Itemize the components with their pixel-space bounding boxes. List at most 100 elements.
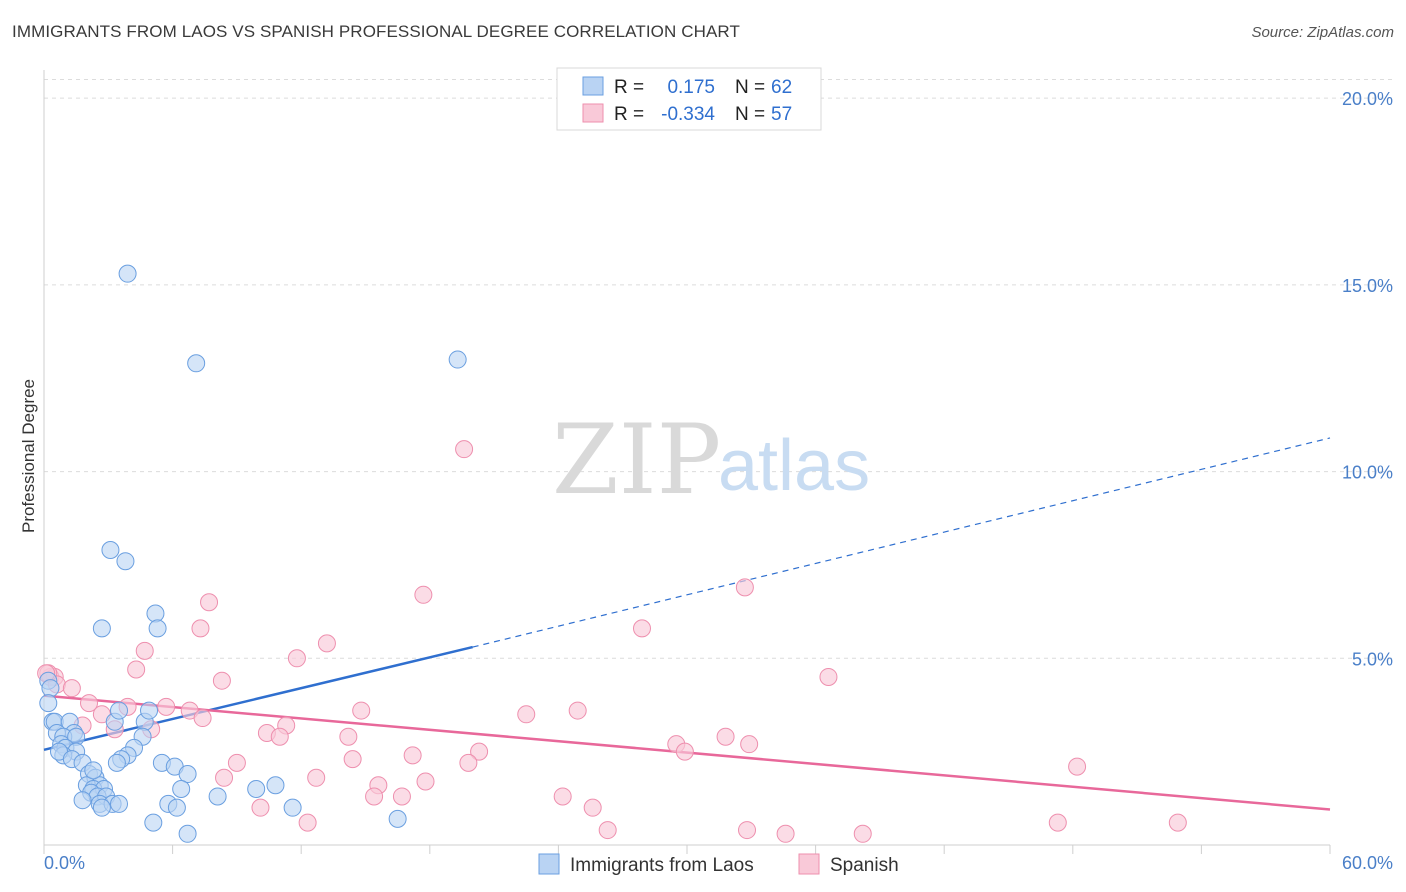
source-label: Source: ZipAtlas.com — [1251, 24, 1394, 41]
bottom-legend-swatch-laos — [538, 853, 560, 875]
y-tick-label-3: 20.0% — [1342, 89, 1393, 109]
laos-point — [107, 753, 126, 772]
spanish-point — [1048, 813, 1067, 832]
spanish-point — [62, 679, 81, 698]
y-tick-label-1: 10.0% — [1342, 463, 1393, 483]
spanish-point — [632, 619, 651, 638]
laos-point — [92, 798, 111, 817]
tick-labels: 5.0% 10.0% 15.0% 20.0% 0.0% 60.0% — [44, 89, 1393, 873]
spanish-point — [598, 821, 617, 840]
laos-trend-line-extension — [472, 437, 1331, 648]
watermark-atlas: atlas — [718, 426, 870, 506]
spanish-point — [553, 787, 572, 806]
spanish-point — [403, 746, 422, 765]
spanish-point — [317, 634, 336, 653]
spanish-point — [583, 798, 602, 817]
spanish-point — [716, 727, 735, 746]
laos-points — [39, 264, 467, 843]
laos-point — [283, 798, 302, 817]
legend-swatch-laos — [582, 76, 604, 96]
laos-point — [140, 701, 159, 720]
legend-r-value-laos: 0.175 — [667, 77, 715, 98]
spanish-point — [343, 750, 362, 769]
bottom-legend-swatch-spanish — [798, 853, 820, 875]
laos-point — [110, 794, 129, 813]
spanish-point — [251, 798, 270, 817]
spanish-point — [738, 821, 757, 840]
spanish-point — [227, 753, 246, 772]
legend-n-label-spanish: N = — [735, 104, 765, 125]
y-tick-label-0: 5.0% — [1352, 649, 1393, 669]
series-legend: Immigrants from Laos Spanish — [538, 853, 899, 876]
x-tick-label-0: 0.0% — [44, 853, 85, 873]
legend-swatch-spanish — [582, 103, 604, 123]
spanish-point — [80, 694, 99, 713]
spanish-point — [200, 593, 219, 612]
laos-point — [39, 694, 58, 713]
bottom-legend-label-laos: Immigrants from Laos — [570, 855, 754, 876]
spanish-point — [819, 667, 838, 686]
laos-point — [167, 798, 186, 817]
y-axis-label: Professional Degree — [19, 379, 38, 533]
laos-point — [118, 264, 137, 283]
spanish-point — [307, 768, 326, 787]
legend-r-label-spanish: R = — [614, 104, 644, 125]
legend-n-value-spanish: 57 — [771, 104, 792, 125]
legend-r-label-laos: R = — [614, 77, 644, 98]
legend-n-label-laos: N = — [735, 77, 765, 98]
spanish-point — [270, 727, 289, 746]
laos-point — [187, 354, 206, 373]
laos-point — [146, 604, 165, 623]
laos-point — [208, 787, 227, 806]
legend-n-value-laos: 62 — [771, 77, 792, 98]
laos-point — [266, 776, 285, 795]
watermark-zip: ZIP — [552, 404, 721, 516]
laos-point — [101, 541, 120, 560]
spanish-point — [414, 585, 433, 604]
spanish-point — [191, 619, 210, 638]
spanish-point — [470, 742, 489, 761]
laos-point — [247, 779, 266, 798]
laos-point — [116, 552, 135, 571]
spanish-point — [675, 742, 694, 761]
spanish-point — [455, 440, 474, 459]
spanish-point — [416, 772, 435, 791]
spanish-point — [853, 824, 872, 843]
spanish-point — [298, 813, 317, 832]
spanish-point — [517, 705, 536, 724]
spanish-point — [339, 727, 358, 746]
axes — [43, 70, 1331, 854]
spanish-point — [1168, 813, 1187, 832]
laos-point — [388, 809, 407, 828]
laos-point — [73, 791, 92, 810]
laos-point — [41, 679, 60, 698]
laos-point — [84, 761, 103, 780]
correlation-legend: R = 0.175 N = 62 R = -0.334 N = 57 — [556, 67, 822, 131]
spanish-point — [740, 735, 759, 754]
x-tick-label-1: 60.0% — [1342, 853, 1393, 873]
laos-point — [178, 765, 197, 784]
spanish-point — [157, 697, 176, 716]
spanish-point — [127, 660, 146, 679]
spanish-point — [1068, 757, 1087, 776]
spanish-point — [287, 649, 306, 668]
laos-point — [148, 619, 167, 638]
spanish-point — [135, 641, 154, 660]
spanish-point — [568, 701, 587, 720]
laos-point — [172, 779, 191, 798]
gridlines — [44, 79, 1394, 659]
laos-point — [178, 824, 197, 843]
spanish-point — [212, 671, 231, 690]
watermark: ZIP atlas — [552, 404, 870, 516]
laos-point — [448, 350, 467, 369]
spanish-point — [459, 753, 478, 772]
chart-title: IMMIGRANTS FROM LAOS VS SPANISH PROFESSI… — [12, 22, 740, 41]
laos-point — [144, 813, 163, 832]
y-tick-label-2: 15.0% — [1342, 276, 1393, 296]
spanish-point — [352, 701, 371, 720]
spanish-point — [365, 787, 384, 806]
spanish-point — [215, 768, 234, 787]
legend-r-value-spanish: -0.334 — [661, 104, 715, 125]
spanish-point — [193, 709, 212, 728]
